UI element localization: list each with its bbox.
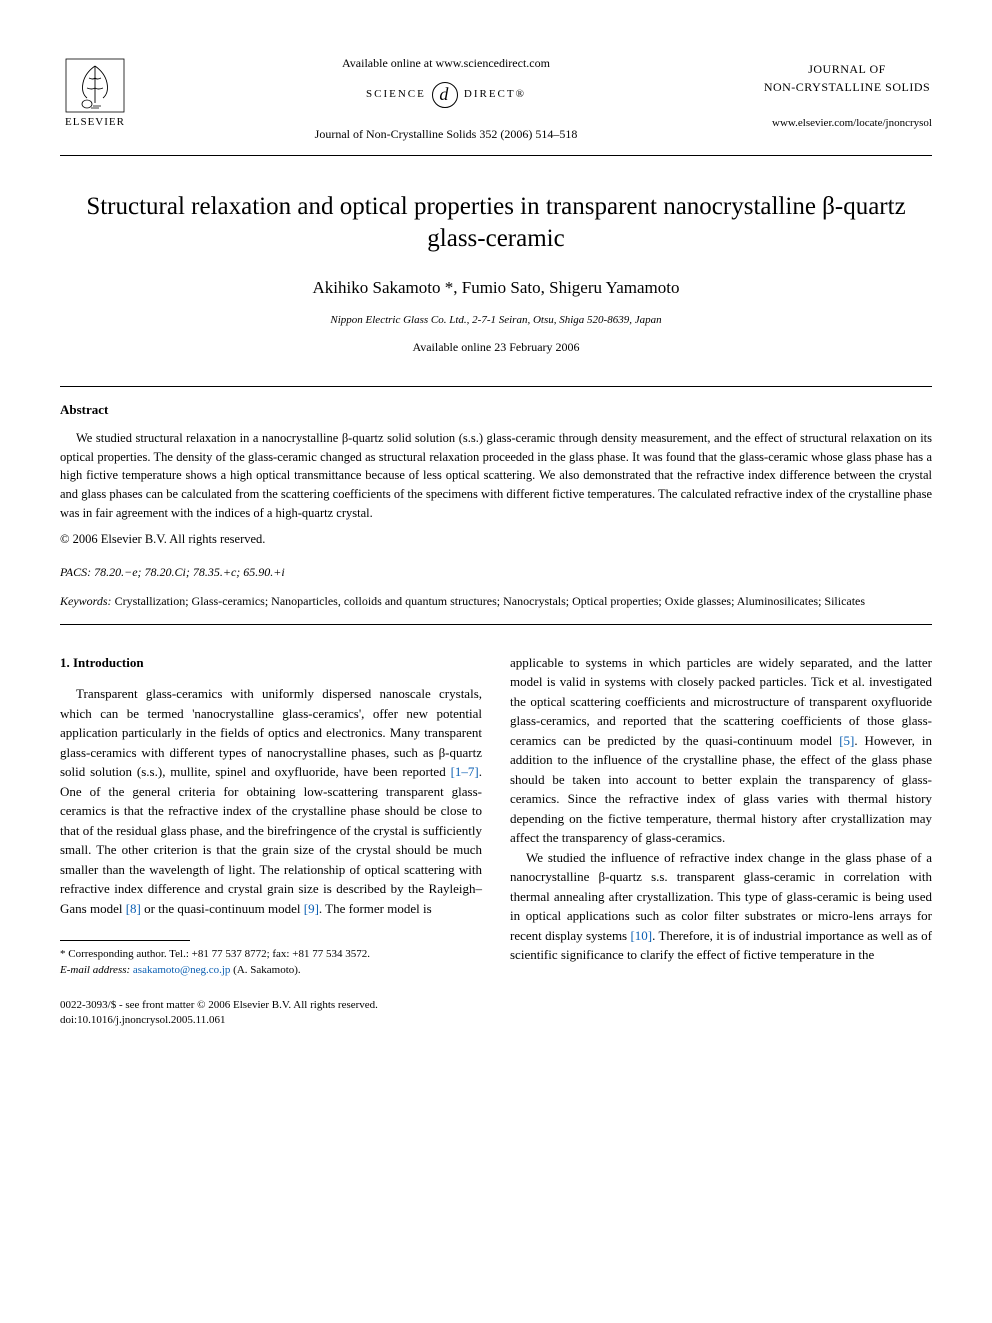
science-direct-logo: SCIENCE d DIRECT® [366,82,526,108]
pacs-label: PACS: [60,565,91,579]
intro-para-1: Transparent glass-ceramics with uniforml… [60,684,482,918]
intro-p1-b: . One of the general criteria for obtain… [60,764,482,916]
keywords-label: Keywords: [60,594,112,608]
journal-url: www.elsevier.com/locate/jnoncrysol [762,116,932,131]
ref-8[interactable]: [8] [126,901,141,916]
abstract-top-rule [60,386,932,387]
pacs-codes: 78.20.−e; 78.20.Ci; 78.35.+c; 65.90.+i [94,565,285,579]
abstract-bottom-rule [60,624,932,625]
ref-5[interactable]: [5] [839,733,854,748]
intro-para-1-cont: applicable to systems in which particles… [510,653,932,848]
authors: Akihiko Sakamoto *, Fumio Sato, Shigeru … [60,276,932,300]
ref-1-7[interactable]: [1–7] [451,764,479,779]
science-direct-left: SCIENCE [366,87,426,102]
footer-line1: 0022-3093/$ - see front matter © 2006 El… [60,998,932,1013]
body-columns: 1. Introduction Transparent glass-cerami… [60,653,932,978]
email-label: E-mail address: [60,964,130,976]
journal-title-box: JOURNAL OF NON-CRYSTALLINE SOLIDS www.el… [762,50,932,131]
corresponding-line: * Corresponding author. Tel.: +81 77 537… [60,947,482,962]
ref-9[interactable]: [9] [304,901,319,916]
pacs-line: PACS: 78.20.−e; 78.20.Ci; 78.35.+c; 65.9… [60,564,932,581]
affiliation: Nippon Electric Glass Co. Ltd., 2-7-1 Se… [60,313,932,328]
elsevier-tree-icon [65,58,125,113]
abstract-text: We studied structural relaxation in a na… [60,429,932,523]
science-direct-right: DIRECT® [464,87,526,102]
science-direct-icon: d [432,82,458,108]
intro-heading: 1. Introduction [60,653,482,673]
header-center: Available online at www.sciencedirect.co… [130,50,762,147]
keywords-line: Keywords: Crystallization; Glass-ceramic… [60,593,932,610]
corresponding-author-footnote: * Corresponding author. Tel.: +81 77 537… [60,947,482,978]
journal-name-line2: NON-CRYSTALLINE SOLIDS [762,78,932,96]
publisher-logo: ELSEVIER [60,50,130,130]
abstract-body: We studied structural relaxation in a na… [60,431,932,520]
copyright-line: © 2006 Elsevier B.V. All rights reserved… [60,531,932,549]
publisher-name: ELSEVIER [65,115,125,130]
email-address[interactable]: asakamoto@neg.co.jp [133,964,231,976]
header-rule [60,155,932,156]
keywords-text: Crystallization; Glass-ceramics; Nanopar… [115,594,866,608]
intro-p1-d: . The former model is [319,901,432,916]
footer: 0022-3093/$ - see front matter © 2006 El… [60,998,932,1029]
intro-p1-a: Transparent glass-ceramics with uniforml… [60,686,482,779]
page-container: ELSEVIER Available online at www.science… [0,0,992,1069]
journal-reference: Journal of Non-Crystalline Solids 352 (2… [130,126,762,143]
ref-10[interactable]: [10] [630,928,652,943]
intro-p1-c: or the quasi-continuum model [141,901,304,916]
column-right: applicable to systems in which particles… [510,653,932,978]
available-date: Available online 23 February 2006 [60,339,932,356]
available-online-text: Available online at www.sciencedirect.co… [130,55,762,72]
footnote-separator [60,940,190,941]
article-title: Structural relaxation and optical proper… [60,191,932,256]
email-name: (A. Sakamoto). [233,964,301,976]
header-row: ELSEVIER Available online at www.science… [60,50,932,147]
email-line: E-mail address: asakamoto@neg.co.jp (A. … [60,963,482,978]
journal-name-line1: JOURNAL OF [762,60,932,78]
intro-para-2: We studied the influence of refractive i… [510,848,932,965]
intro-p1-cont-b: . However, in addition to the influence … [510,733,932,846]
column-left: 1. Introduction Transparent glass-cerami… [60,653,482,978]
footer-line2: doi:10.1016/j.jnoncrysol.2005.11.061 [60,1013,932,1028]
abstract-heading: Abstract [60,401,932,419]
